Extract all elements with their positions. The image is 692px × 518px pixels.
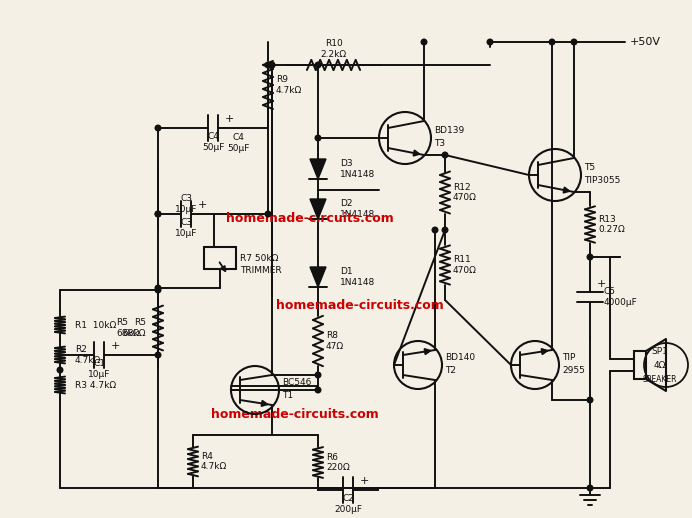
Circle shape xyxy=(155,211,161,217)
Text: C2
200μF: C2 200μF xyxy=(334,494,362,514)
Circle shape xyxy=(315,135,321,141)
Text: homemade-circuits.com: homemade-circuits.com xyxy=(226,211,394,224)
Circle shape xyxy=(588,254,593,260)
Text: R6
220Ω: R6 220Ω xyxy=(326,453,349,472)
Text: +: + xyxy=(110,341,120,351)
Circle shape xyxy=(265,211,271,217)
Polygon shape xyxy=(310,159,326,179)
Text: R5
68kΩ: R5 68kΩ xyxy=(122,318,146,338)
Circle shape xyxy=(57,367,63,373)
Text: C1
10μF: C1 10μF xyxy=(88,359,110,379)
Text: +: + xyxy=(197,200,207,210)
Text: T2: T2 xyxy=(445,366,456,375)
Text: D3
1N4148: D3 1N4148 xyxy=(340,160,375,179)
Bar xyxy=(204,247,236,269)
Text: T5: T5 xyxy=(584,163,595,171)
Text: SP1: SP1 xyxy=(652,347,668,355)
Circle shape xyxy=(269,62,275,68)
Text: BD140: BD140 xyxy=(445,353,475,362)
Text: BD139: BD139 xyxy=(434,125,464,135)
Circle shape xyxy=(442,152,448,158)
Text: R7 50kΩ: R7 50kΩ xyxy=(240,253,278,263)
Text: C4
50μF: C4 50μF xyxy=(202,132,224,152)
Text: TIP: TIP xyxy=(562,353,575,362)
Polygon shape xyxy=(310,267,326,287)
Text: T3: T3 xyxy=(434,138,445,148)
Circle shape xyxy=(155,352,161,358)
Circle shape xyxy=(421,39,427,45)
Circle shape xyxy=(269,62,275,68)
Circle shape xyxy=(155,287,161,293)
Text: SPEAKER: SPEAKER xyxy=(643,375,677,383)
Text: +: + xyxy=(597,279,606,289)
Text: +: + xyxy=(224,114,234,124)
Circle shape xyxy=(487,39,493,45)
Text: +50V: +50V xyxy=(630,37,661,47)
Text: 10μF: 10μF xyxy=(175,205,197,213)
Text: T1: T1 xyxy=(282,391,293,399)
Circle shape xyxy=(588,485,593,491)
Text: R4
4.7kΩ: R4 4.7kΩ xyxy=(201,452,227,471)
Circle shape xyxy=(588,397,593,403)
Text: R13
0.27Ω: R13 0.27Ω xyxy=(598,215,625,234)
Polygon shape xyxy=(310,199,326,219)
Text: TIP3055: TIP3055 xyxy=(584,176,620,184)
Text: R9
4.7kΩ: R9 4.7kΩ xyxy=(276,75,302,95)
Text: R5
68kΩ: R5 68kΩ xyxy=(116,318,140,338)
Circle shape xyxy=(265,62,271,68)
Text: C3
10μF: C3 10μF xyxy=(175,218,197,238)
Text: +: + xyxy=(359,476,369,486)
Circle shape xyxy=(549,39,555,45)
Text: D2
1N4148: D2 1N4148 xyxy=(340,199,375,219)
Circle shape xyxy=(571,39,577,45)
Text: C5
4000μF: C5 4000μF xyxy=(604,287,638,307)
Circle shape xyxy=(315,372,321,378)
Circle shape xyxy=(155,211,161,217)
Text: R3 4.7kΩ: R3 4.7kΩ xyxy=(75,381,116,390)
Text: homemade-circuits.com: homemade-circuits.com xyxy=(276,298,444,311)
Circle shape xyxy=(315,387,321,393)
Text: 2955: 2955 xyxy=(562,366,585,375)
Text: R2
4.7kΩ: R2 4.7kΩ xyxy=(75,346,101,365)
Text: C4
50μF: C4 50μF xyxy=(227,133,249,153)
Bar xyxy=(634,351,646,379)
Circle shape xyxy=(155,285,161,291)
Circle shape xyxy=(315,62,321,68)
Text: C3: C3 xyxy=(180,194,192,203)
Text: R12
470Ω: R12 470Ω xyxy=(453,183,477,202)
Text: 4Ω: 4Ω xyxy=(654,361,666,369)
Text: R8
47Ω: R8 47Ω xyxy=(326,332,344,351)
Text: TRIMMER: TRIMMER xyxy=(240,266,282,275)
Text: BC546: BC546 xyxy=(282,378,311,386)
Text: R1  10kΩ: R1 10kΩ xyxy=(75,321,116,329)
Text: D1
1N4148: D1 1N4148 xyxy=(340,267,375,286)
Circle shape xyxy=(432,227,438,233)
Circle shape xyxy=(155,125,161,131)
Text: R11
470Ω: R11 470Ω xyxy=(453,255,477,275)
Text: homemade-circuits.com: homemade-circuits.com xyxy=(211,409,379,422)
Text: R10
2.2kΩ: R10 2.2kΩ xyxy=(320,39,347,59)
Circle shape xyxy=(442,227,448,233)
